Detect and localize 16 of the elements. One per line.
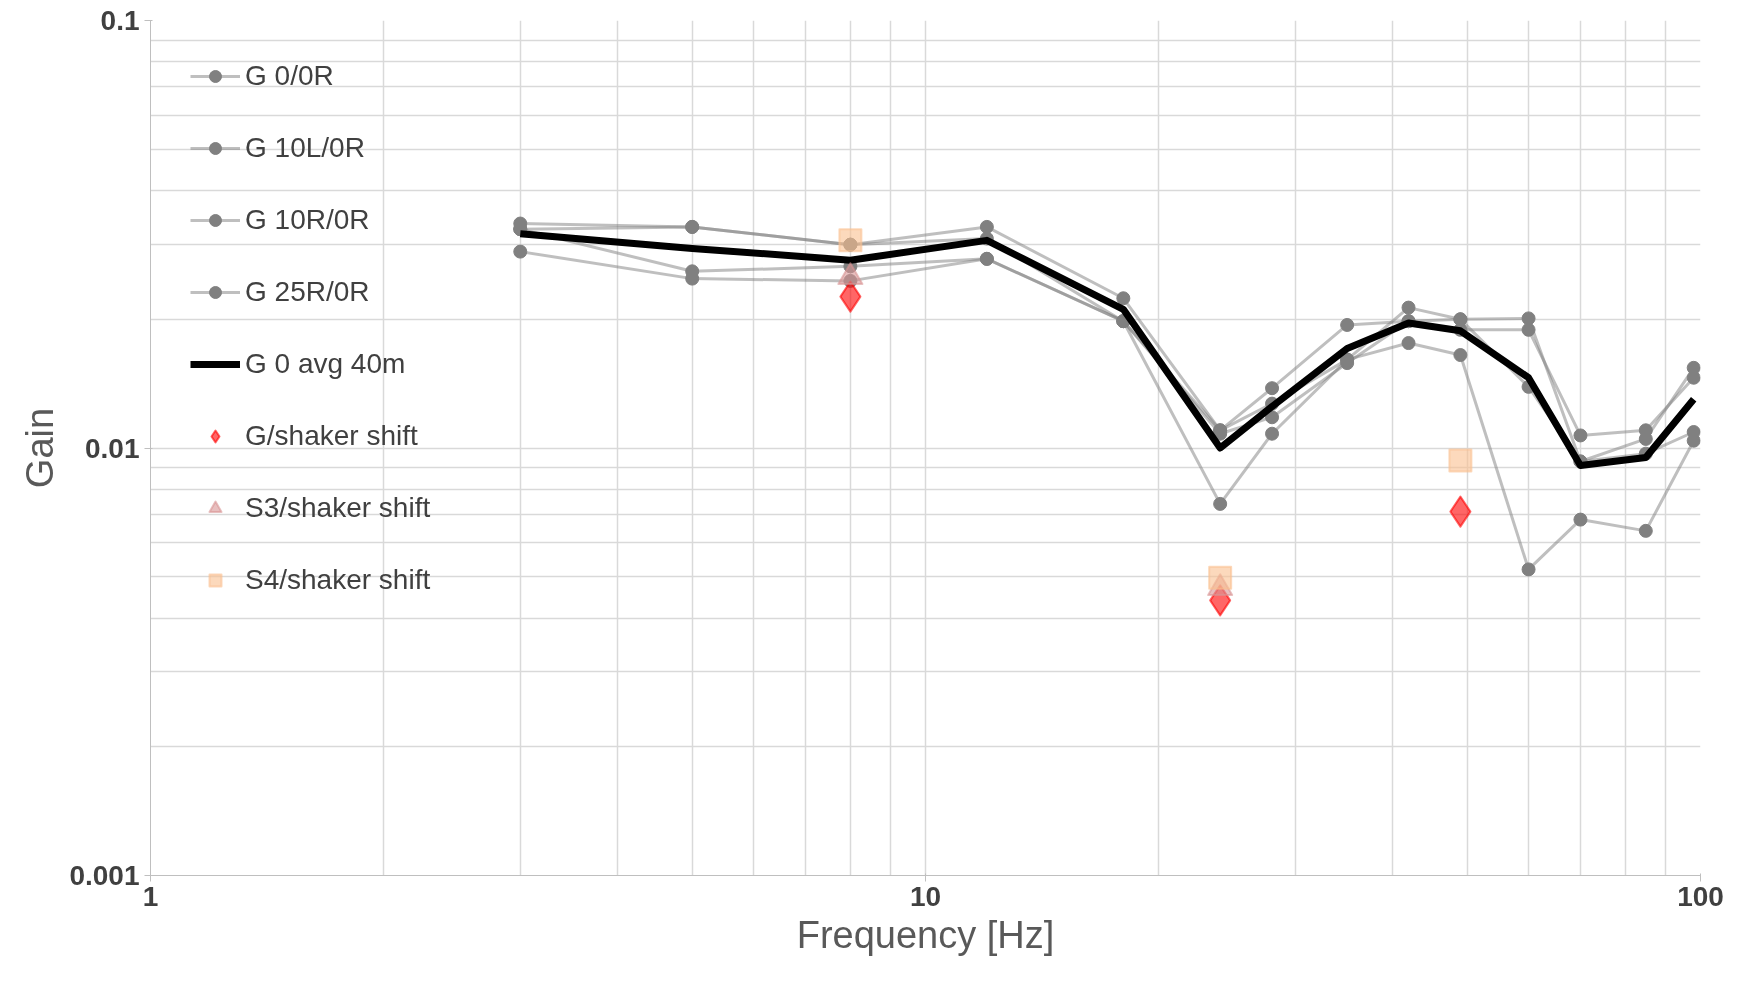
legend-label: G 10R/0R — [245, 204, 370, 236]
x-tick-label: 1 — [142, 880, 159, 912]
y-tick-label: 0.1 — [100, 5, 140, 36]
y-tick-label: 0.01 — [85, 432, 140, 464]
legend-label: G 0 avg 40m — [245, 348, 406, 380]
y-tick-label: 0.001 — [69, 860, 140, 891]
legend-label: S3/shaker shift — [245, 492, 431, 524]
legend-label: S4/shaker shift — [245, 564, 431, 596]
legend-label: G 10L/0R — [245, 132, 365, 164]
legend-label: G/shaker shift — [245, 420, 418, 452]
legend-label: G 0/0R — [245, 60, 334, 92]
y-axis-title: Gain — [19, 407, 62, 489]
x-tick-label: 10 — [909, 880, 942, 912]
x-axis-title: Frequency [Hz] — [796, 913, 1055, 956]
legend-label: G 25R/0R — [245, 276, 370, 308]
x-tick-label: 100 — [1677, 880, 1724, 912]
